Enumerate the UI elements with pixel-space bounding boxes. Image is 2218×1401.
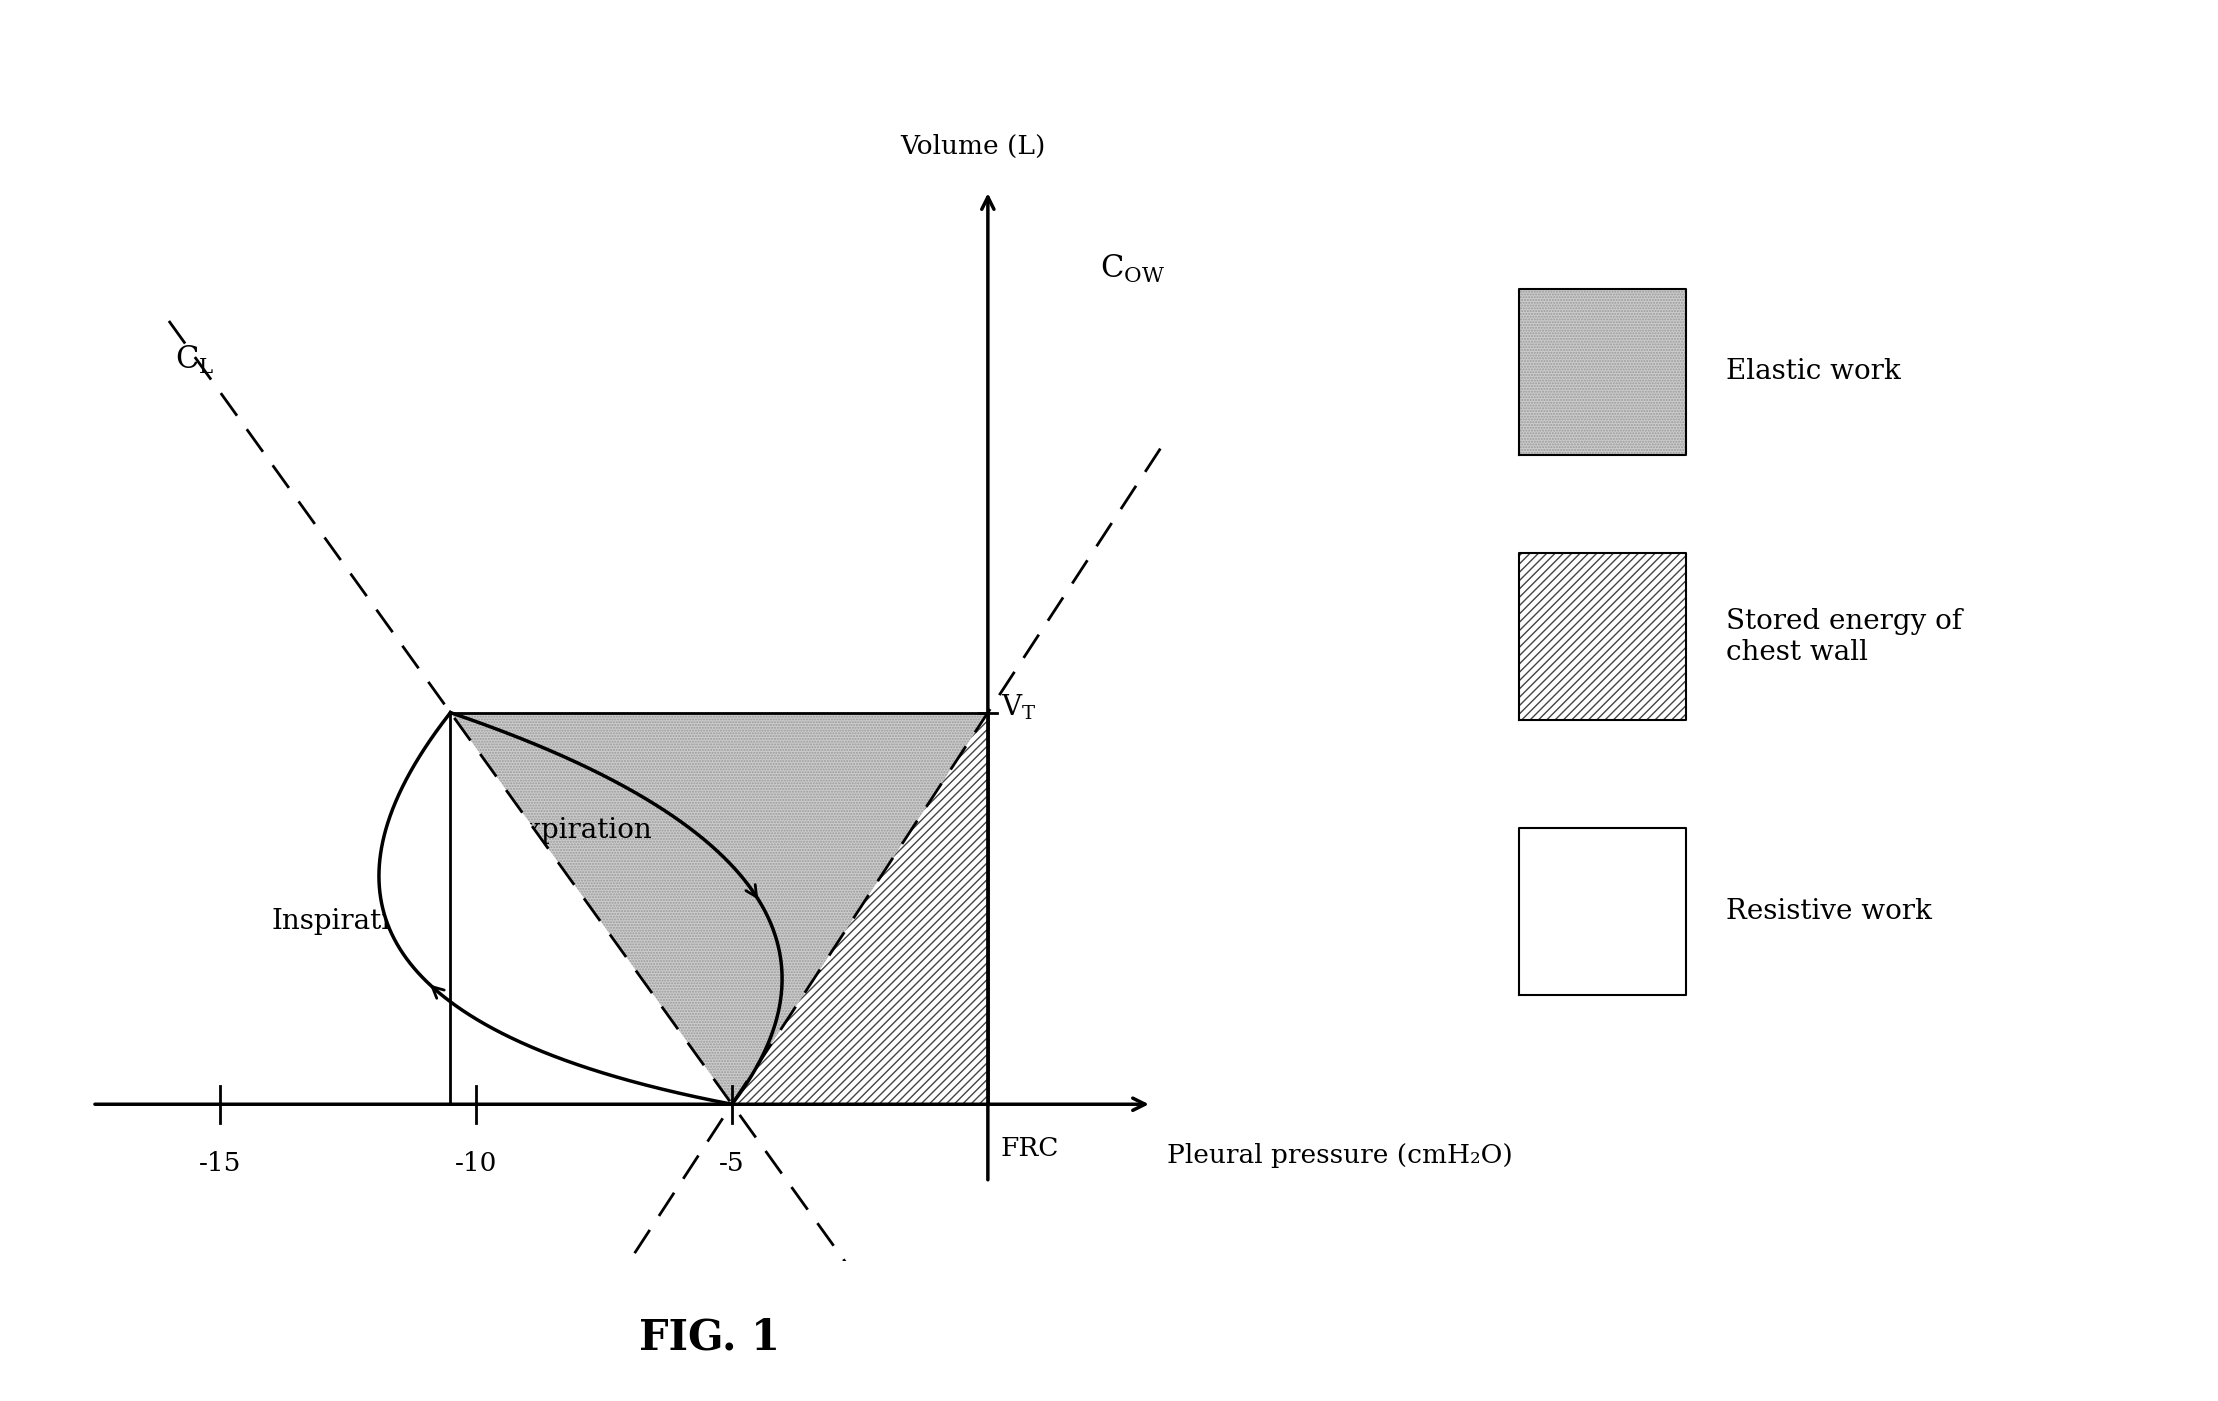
- Text: -15: -15: [200, 1152, 242, 1177]
- Polygon shape: [379, 713, 732, 1104]
- Text: Stored energy of
chest wall: Stored energy of chest wall: [1726, 608, 1961, 665]
- Polygon shape: [450, 713, 987, 1104]
- Text: FIG. 1: FIG. 1: [639, 1317, 781, 1359]
- Text: Elastic work: Elastic work: [1726, 359, 1901, 385]
- Polygon shape: [1519, 289, 1686, 455]
- Text: -5: -5: [719, 1152, 745, 1177]
- Text: -10: -10: [455, 1152, 497, 1177]
- Text: $\mathregular{V_T}$: $\mathregular{V_T}$: [1000, 692, 1036, 722]
- Text: $\mathregular{C_L}$: $\mathregular{C_L}$: [175, 345, 215, 377]
- Text: $\mathregular{C_{OW}}$: $\mathregular{C_{OW}}$: [1100, 252, 1164, 284]
- Text: Inspiration: Inspiration: [271, 908, 426, 934]
- Polygon shape: [732, 713, 987, 1104]
- Text: Expiration: Expiration: [506, 817, 652, 843]
- Text: Resistive work: Resistive work: [1726, 898, 1932, 925]
- Text: Volume (L): Volume (L): [901, 134, 1045, 160]
- Text: Pleural pressure (cmH₂O): Pleural pressure (cmH₂O): [1167, 1143, 1513, 1168]
- Polygon shape: [1519, 828, 1686, 995]
- Polygon shape: [1519, 553, 1686, 720]
- Text: FRC: FRC: [1000, 1136, 1058, 1160]
